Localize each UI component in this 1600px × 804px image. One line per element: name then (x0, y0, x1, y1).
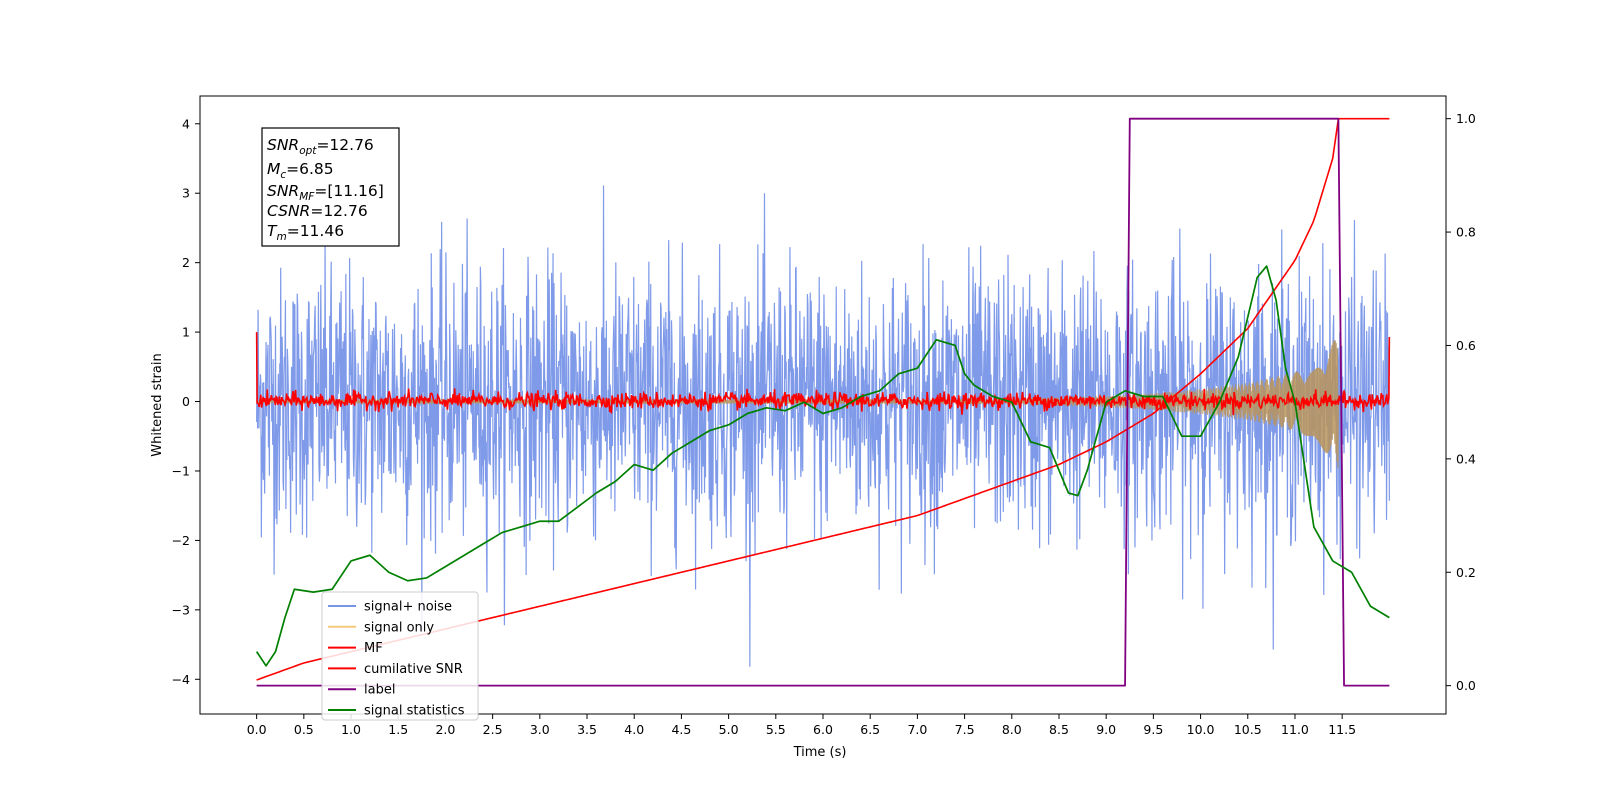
stats-box-frame (261, 127, 400, 247)
x-tick-label: 9.5 (1143, 722, 1163, 737)
x-tick-label: 4.5 (671, 722, 691, 737)
y-right-tick-label: 0.8 (1456, 225, 1476, 240)
x-tick-label: 10.0 (1187, 722, 1215, 737)
y-left-tick-label: −1 (172, 463, 190, 478)
x-tick-label: 5.5 (766, 722, 786, 737)
legend-frame (321, 591, 479, 721)
x-tick-label: 8.0 (1002, 722, 1022, 737)
legend-entry: signal statistics (364, 704, 465, 719)
stat-csnr: CSNR=12.76 (267, 202, 368, 220)
x-tick-label: 4.0 (624, 722, 644, 737)
x-tick-label: 8.5 (1049, 722, 1069, 737)
y-right-tick-label: 0.0 (1456, 678, 1476, 693)
series-label (256, 117, 1390, 687)
x-tick-label: 1.0 (341, 722, 361, 737)
x-tick-label: 7.5 (955, 722, 975, 737)
series-signal-statistics (255, 265, 1390, 667)
x-tick-label: 2.0 (435, 722, 455, 737)
x-axis-label: Time (s) (793, 745, 847, 760)
y-right-tick-label: 0.4 (1456, 451, 1476, 466)
stat-tm: Tm=11.46 (267, 222, 344, 243)
stat-snr-opt: SNRopt=12.76 (267, 136, 374, 157)
legend-entry: MF (364, 641, 383, 656)
y-right-tick-label: 1.0 (1456, 111, 1476, 126)
x-tick-label: 2.5 (483, 722, 503, 737)
y-left-tick-label: −4 (172, 672, 190, 687)
y-axis-label: Whitened strain (150, 353, 165, 456)
x-tick-label: 6.5 (860, 722, 880, 737)
x-tick-label: 0.5 (294, 722, 314, 737)
stat-mc: Mc=6.85 (267, 160, 334, 181)
legend-entry: signal only (364, 620, 434, 635)
x-tick-label: 3.0 (530, 722, 550, 737)
x-tick-label: 9.0 (1096, 722, 1116, 737)
y-axis-left: 4 3 2 1 0 −1 −2 −3 −4 (172, 116, 200, 687)
x-axis: 0.0 0.5 1.0 1.5 2.0 2.5 3.0 3.5 4.0 4.5 5.0 5.5 6.0 6… (247, 714, 1356, 737)
legend-entry: cumilative SNR (364, 662, 463, 677)
legend: signal+ noise signal only MF cumilative SNR… (321, 591, 479, 721)
stat-snr-mf: SNRMF=[11.16] (267, 182, 384, 203)
y-left-tick-label: 4 (182, 116, 190, 131)
y-left-tick-label: 2 (182, 255, 190, 270)
y-left-tick-label: 3 (182, 186, 190, 201)
y-right-tick-label: 0.6 (1456, 338, 1476, 353)
legend-entry: signal+ noise (364, 600, 452, 615)
y-left-tick-label: −2 (172, 533, 190, 548)
stats-box: SNRopt=12.76 Mc=6.85 SNRMF=[11.16] CSNR=… (261, 127, 400, 247)
y-left-tick-label: −3 (172, 602, 190, 617)
y-left-tick-label: 1 (182, 325, 190, 340)
x-tick-label: 6.0 (813, 722, 833, 737)
x-tick-label: 1.5 (388, 722, 408, 737)
x-tick-label: 3.5 (577, 722, 597, 737)
x-tick-label: 0.0 (247, 722, 267, 737)
x-tick-label: 11.0 (1281, 722, 1309, 737)
y-right-tick-label: 0.2 (1456, 565, 1476, 580)
x-tick-label: 11.5 (1328, 722, 1356, 737)
legend-entry: label (364, 683, 395, 698)
x-tick-label: 5.0 (719, 722, 739, 737)
y-left-tick-label: 0 (182, 394, 190, 409)
x-tick-label: 10.5 (1234, 722, 1262, 737)
series-mf (255, 332, 1391, 415)
y-axis-right: 1.0 0.8 0.6 0.4 0.2 0.0 (1446, 111, 1476, 693)
x-tick-label: 7.0 (907, 722, 927, 737)
